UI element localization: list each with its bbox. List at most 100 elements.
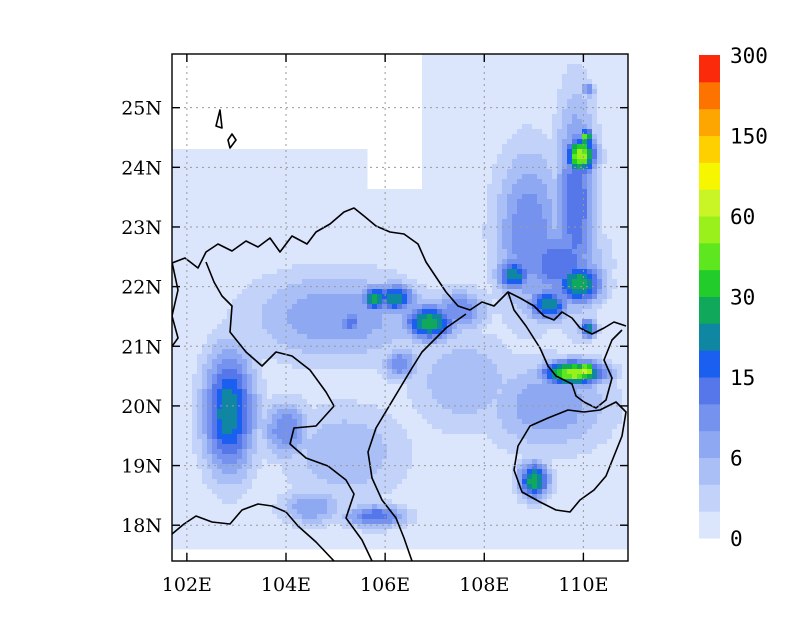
- field-cell: [302, 309, 308, 315]
- field-cell: [312, 379, 318, 385]
- field-cell: [437, 284, 443, 290]
- field-cell: [442, 204, 448, 210]
- field-cell: [607, 299, 613, 305]
- field-cell: [187, 224, 193, 230]
- field-cell: [292, 254, 298, 260]
- field-cell: [252, 274, 258, 280]
- field-cell: [532, 79, 538, 85]
- field-cell: [362, 339, 368, 345]
- field-cell: [217, 264, 223, 270]
- field-cell: [332, 179, 338, 185]
- field-cell: [427, 119, 433, 125]
- field-cell: [312, 234, 318, 240]
- field-cell: [387, 254, 393, 260]
- field-cell: [357, 339, 363, 345]
- field-cell: [462, 184, 468, 190]
- field-cell: [607, 334, 613, 340]
- field-cell: [187, 264, 193, 270]
- field-cell: [197, 229, 203, 235]
- field-cell: [472, 59, 478, 65]
- field-cell: [567, 149, 573, 155]
- field-cell: [217, 354, 223, 360]
- field-cell: [562, 264, 568, 270]
- field-cell: [417, 219, 423, 225]
- field-cell: [242, 269, 248, 275]
- field-cell: [532, 334, 538, 340]
- field-cell: [407, 204, 413, 210]
- field-cell: [262, 359, 268, 365]
- field-cell: [207, 219, 213, 225]
- field-cell: [207, 159, 213, 165]
- field-cell: [202, 159, 208, 165]
- field-cell: [307, 159, 313, 165]
- field-cell: [547, 309, 553, 315]
- field-cell: [607, 94, 613, 100]
- field-cell: [582, 104, 588, 110]
- field-cell: [602, 234, 608, 240]
- field-cell: [482, 309, 488, 315]
- field-cell: [492, 139, 498, 145]
- field-cell: [462, 274, 468, 280]
- field-cell: [452, 139, 458, 145]
- field-cell: [432, 134, 438, 140]
- field-cell: [522, 344, 528, 350]
- field-cell: [622, 274, 628, 280]
- field-cell: [287, 299, 293, 305]
- field-cell: [442, 64, 448, 70]
- field-cell: [342, 169, 348, 175]
- field-cell: [392, 314, 398, 320]
- field-cell: [372, 324, 378, 330]
- field-cell: [597, 184, 603, 190]
- field-cell: [377, 279, 383, 285]
- field-cell: [577, 364, 583, 370]
- field-cell: [227, 319, 233, 325]
- field-cell: [197, 149, 203, 155]
- field-cell: [427, 339, 433, 345]
- field-cell: [472, 349, 478, 355]
- field-cell: [567, 274, 573, 280]
- field-cell: [312, 269, 318, 275]
- field-cell: [187, 269, 193, 275]
- field-cell: [422, 269, 428, 275]
- field-cell: [537, 334, 543, 340]
- field-cell: [382, 294, 388, 300]
- field-cell: [427, 54, 433, 60]
- field-cell: [482, 369, 488, 375]
- field-cell: [267, 249, 273, 255]
- field-cell: [497, 139, 503, 145]
- field-cell: [432, 109, 438, 115]
- field-cell: [587, 289, 593, 295]
- field-cell: [352, 294, 358, 300]
- field-cell: [207, 169, 213, 175]
- field-cell: [322, 199, 328, 205]
- field-cell: [622, 69, 628, 75]
- field-cell: [547, 134, 553, 140]
- field-cell: [317, 364, 323, 370]
- field-cell: [272, 214, 278, 220]
- field-cell: [462, 244, 468, 250]
- field-cell: [342, 179, 348, 185]
- field-cell: [462, 129, 468, 135]
- field-cell: [332, 239, 338, 245]
- field-cell: [462, 169, 468, 175]
- field-cell: [237, 214, 243, 220]
- field-cell: [182, 174, 188, 180]
- field-cell: [292, 344, 298, 350]
- field-cell: [302, 179, 308, 185]
- field-cell: [367, 319, 373, 325]
- field-cell: [187, 369, 193, 375]
- field-cell: [217, 299, 223, 305]
- field-cell: [572, 229, 578, 235]
- field-cell: [502, 114, 508, 120]
- field-cell: [607, 159, 613, 165]
- field-cell: [262, 344, 268, 350]
- field-cell: [547, 214, 553, 220]
- field-cell: [217, 329, 223, 335]
- field-cell: [372, 249, 378, 255]
- field-cell: [257, 234, 263, 240]
- field-cell: [262, 334, 268, 340]
- field-cell: [527, 244, 533, 250]
- field-cell: [487, 284, 493, 290]
- field-cell: [437, 59, 443, 65]
- field-cell: [552, 269, 558, 275]
